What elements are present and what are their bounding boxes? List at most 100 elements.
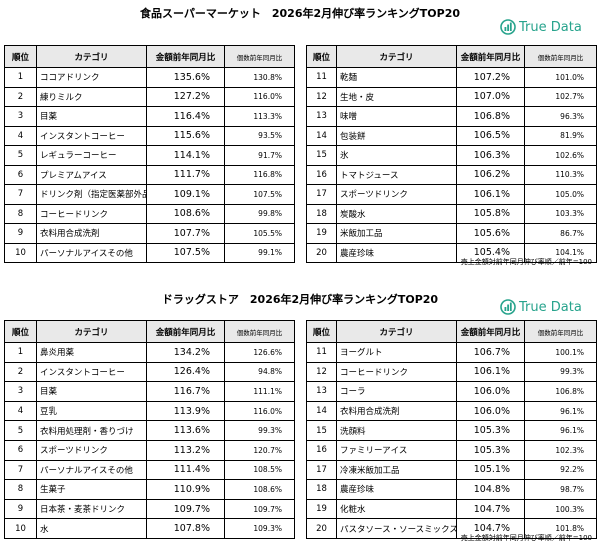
amount-ratio: 114.1%: [146, 145, 225, 166]
count-ratio: 102.7%: [524, 86, 597, 107]
count-ratio: 93.5%: [224, 125, 295, 146]
table-row: 1 鼻炎用薬 134.2% 126.6%: [4, 342, 295, 363]
category: トマトジュース: [336, 164, 457, 185]
header-row: 順位 カテゴリ 金額前年同月比 個数前年同月比: [306, 45, 597, 68]
category: プレミアムアイス: [36, 164, 147, 185]
header-cell: 個数前年同月比: [224, 320, 295, 343]
category: レギュラーコーヒー: [36, 145, 147, 166]
header-cell: 個数前年同月比: [524, 320, 597, 343]
category: コーヒードリンク: [336, 361, 457, 383]
rank: 16: [306, 439, 337, 461]
rank: 9: [4, 223, 37, 244]
table-row: 14 包装餅 106.5% 81.9%: [306, 125, 597, 146]
table-row: 12 コーヒードリンク 106.1% 99.3%: [306, 361, 597, 383]
category: 炭酸水: [336, 203, 457, 224]
count-ratio: 99.3%: [524, 361, 597, 383]
rank: 11: [306, 342, 337, 363]
count-ratio: 113.3%: [224, 106, 295, 127]
rank: 11: [306, 67, 337, 88]
category: コーヒードリンク: [36, 203, 147, 224]
count-ratio: 126.6%: [224, 342, 295, 363]
logo: True Data: [500, 299, 582, 315]
category: 水: [36, 518, 147, 539]
rank: 7: [4, 184, 37, 205]
table-row: 18 炭酸水 105.8% 103.3%: [306, 203, 597, 224]
amount-ratio: 113.6%: [146, 420, 225, 441]
count-ratio: 98.7%: [524, 479, 597, 500]
rank: 6: [4, 164, 37, 185]
category: スポーツドリンク: [36, 439, 147, 461]
header-cell: 順位: [306, 320, 337, 343]
logo-text: True Data: [519, 299, 582, 315]
category: 目薬: [36, 106, 147, 127]
count-ratio: 105.5%: [224, 223, 295, 244]
rank: 15: [306, 145, 337, 166]
count-ratio: 102.6%: [524, 145, 597, 166]
count-ratio: 109.3%: [224, 518, 295, 539]
amount-ratio: 107.8%: [146, 518, 225, 539]
count-ratio: 107.5%: [224, 184, 295, 205]
amount-ratio: 106.3%: [456, 145, 525, 166]
table-row: 7 パーソナルアイスその他 111.4% 108.5%: [4, 459, 295, 481]
category: 包装餅: [336, 125, 457, 146]
amount-ratio: 111.7%: [146, 164, 225, 185]
header-cell: 順位: [306, 45, 337, 68]
category: パスタソース・ソースミックス: [336, 518, 457, 539]
count-ratio: 108.5%: [224, 459, 295, 481]
count-ratio: 99.1%: [224, 242, 295, 263]
rank: 18: [306, 479, 337, 500]
rank: 8: [4, 479, 37, 500]
count-ratio: 96.3%: [524, 106, 597, 127]
amount-ratio: 106.0%: [456, 381, 525, 402]
category: 乾麺: [336, 67, 457, 88]
table-row: 17 スポーツドリンク 106.1% 105.0%: [306, 184, 597, 205]
count-ratio: 81.9%: [524, 125, 597, 146]
table-row: 9 衣料用合成洗剤 107.7% 105.5%: [4, 223, 295, 244]
table-row: 19 米飯加工品 105.6% 86.7%: [306, 223, 597, 244]
count-ratio: 106.8%: [524, 381, 597, 402]
table-row: 19 化粧水 104.7% 100.3%: [306, 498, 597, 520]
amount-ratio: 105.1%: [456, 459, 525, 481]
category: ヨーグルト: [336, 342, 457, 363]
count-ratio: 110.3%: [524, 164, 597, 185]
header-cell: 個数前年同月比: [224, 45, 295, 68]
table-row: 16 トマトジュース 106.2% 110.3%: [306, 164, 597, 185]
category: 日本茶・麦茶ドリンク: [36, 498, 147, 520]
table-row: 5 レギュラーコーヒー 114.1% 91.7%: [4, 145, 295, 166]
category: 豆乳: [36, 400, 147, 422]
category: パーソナルアイスその他: [36, 459, 147, 481]
rank: 13: [306, 381, 337, 402]
category: 化粧水: [336, 498, 457, 520]
count-ratio: 108.6%: [224, 479, 295, 500]
count-ratio: 120.7%: [224, 439, 295, 461]
rank: 13: [306, 106, 337, 127]
rank: 2: [4, 86, 37, 107]
amount-ratio: 106.1%: [456, 184, 525, 205]
header-cell: 金額前年同月比: [456, 45, 525, 68]
rank: 6: [4, 439, 37, 461]
rank: 2: [4, 361, 37, 383]
category: 農産珍味: [336, 242, 457, 263]
count-ratio: 116.0%: [224, 400, 295, 422]
table-row: 18 農産珍味 104.8% 98.7%: [306, 479, 597, 500]
table-row: 13 コーラ 106.0% 106.8%: [306, 381, 597, 402]
rank: 17: [306, 459, 337, 481]
category: 衣料用合成洗剤: [36, 223, 147, 244]
table-row: 8 生菓子 110.9% 108.6%: [4, 479, 295, 500]
header-cell: 金額前年同月比: [456, 320, 525, 343]
table-row: 8 コーヒードリンク 108.6% 99.8%: [4, 203, 295, 224]
count-ratio: 99.3%: [224, 420, 295, 441]
amount-ratio: 106.8%: [456, 106, 525, 127]
header-row: 順位 カテゴリ 金額前年同月比 個数前年同月比: [4, 45, 295, 68]
table-row: 14 衣料用合成洗剤 106.0% 96.1%: [306, 400, 597, 422]
rank: 12: [306, 86, 337, 107]
rank: 1: [4, 342, 37, 363]
footnote: 売上金額対前年同月伸び率順／前年=100: [460, 258, 592, 266]
count-ratio: 99.8%: [224, 203, 295, 224]
category: ドリンク剤（指定医薬部外品）: [36, 184, 147, 205]
amount-ratio: 108.6%: [146, 203, 225, 224]
category: コーラ: [336, 381, 457, 402]
rank: 3: [4, 106, 37, 127]
